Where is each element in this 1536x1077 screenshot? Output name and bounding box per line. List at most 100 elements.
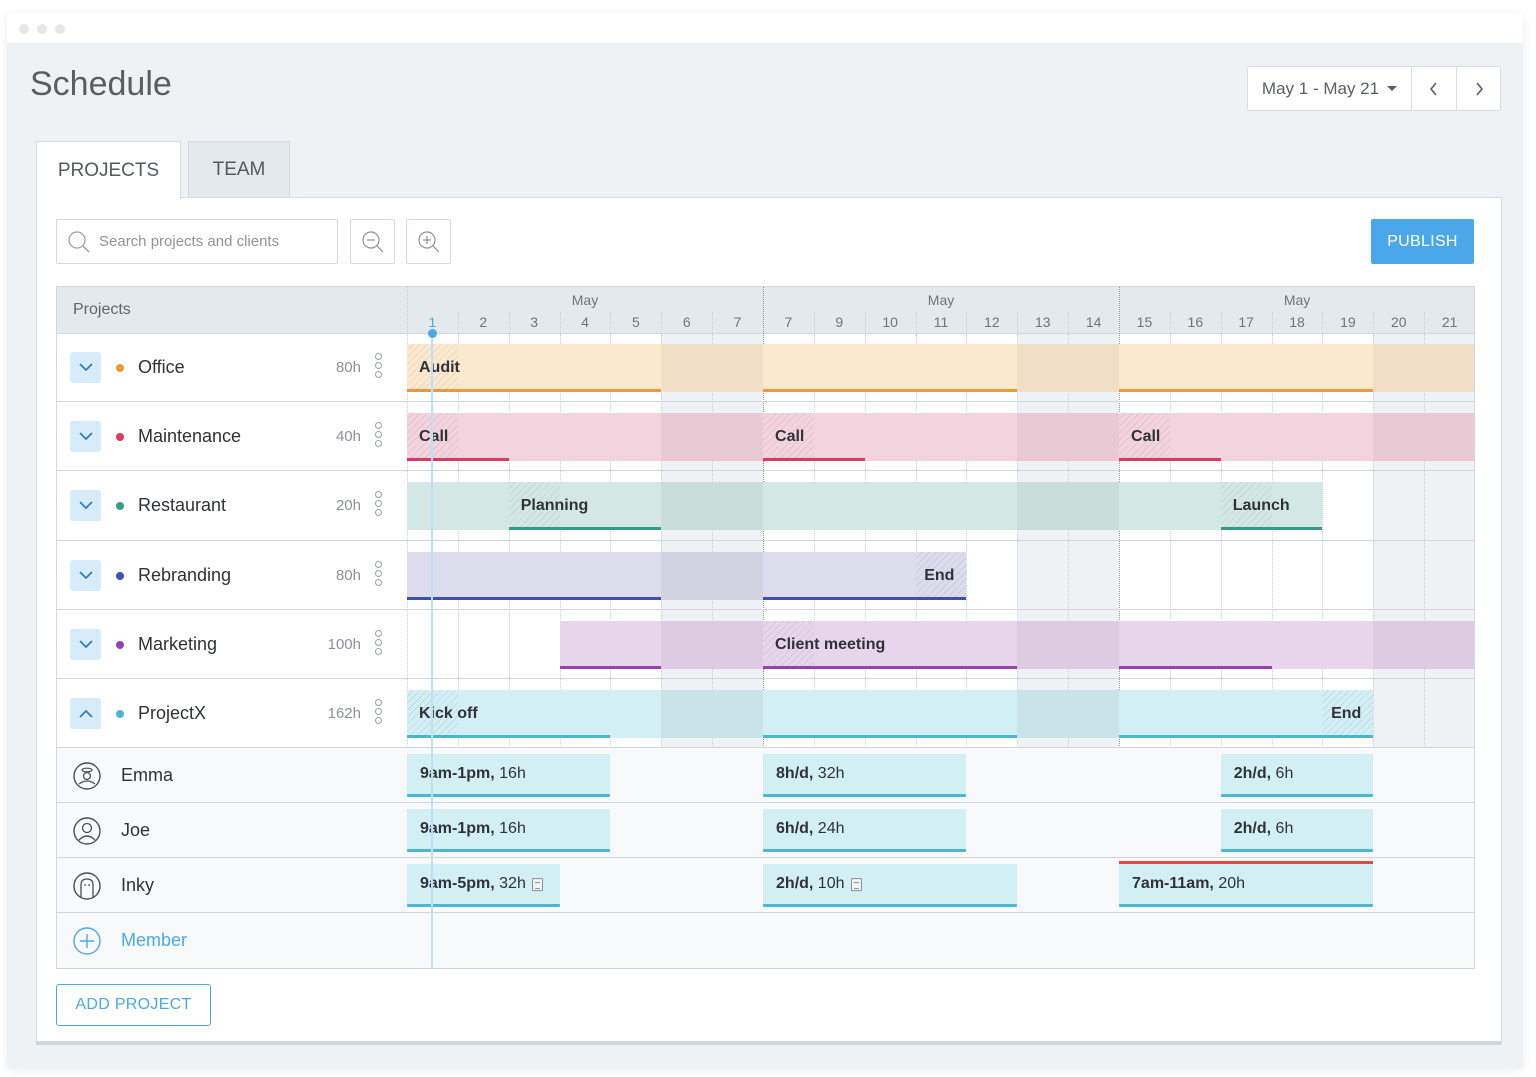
day-label[interactable]: 10 (882, 314, 898, 330)
project-name[interactable]: Restaurant (138, 495, 227, 515)
milestone-marker[interactable] (508, 482, 560, 530)
project-menu-button[interactable] (375, 560, 385, 586)
window-control-dot[interactable] (19, 24, 29, 34)
milestone-label: Kick off (419, 704, 478, 722)
project-menu-button[interactable] (375, 353, 385, 378)
milestone-marker[interactable] (763, 620, 815, 669)
expand-project-button[interactable] (70, 628, 101, 660)
day-label[interactable]: 4 (581, 314, 589, 330)
kebab-dot-icon (375, 371, 382, 378)
milestone-marker[interactable] (1119, 412, 1171, 461)
add-project-button[interactable]: ADD PROJECT (56, 984, 211, 1026)
expand-project-button[interactable] (70, 352, 101, 383)
column-divider (407, 287, 408, 968)
assignment-block[interactable]: 2h/d, 10h (763, 863, 1018, 907)
day-label[interactable]: 12 (984, 314, 1000, 330)
day-label[interactable]: 11 (933, 314, 949, 330)
project-name[interactable]: Maintenance (138, 425, 242, 446)
project-timeline-bar[interactable]: Client meeting (559, 620, 1474, 669)
day-label[interactable]: 14 (1085, 314, 1102, 330)
assignment-block[interactable]: 2h/d, 6h (1220, 808, 1374, 852)
date-range-picker: May 1 - May 21 (1247, 66, 1501, 111)
day-label[interactable]: 7 (784, 314, 793, 330)
day-label[interactable]: 20 (1390, 314, 1407, 330)
day-label[interactable]: 18 (1289, 314, 1305, 330)
assignment-block[interactable]: 6h/d, 24h (763, 808, 967, 852)
assignment-block[interactable]: 2h/d, 6h (1220, 753, 1374, 797)
progress-underline (407, 734, 611, 738)
day-label[interactable]: 3 (530, 314, 539, 330)
member-name[interactable]: Joe (121, 819, 151, 840)
note-icon[interactable] (850, 877, 862, 891)
project-timeline-bar[interactable]: Call Call Call (407, 412, 1474, 461)
day-label[interactable]: 13 (1034, 314, 1051, 330)
assignment-block[interactable]: 9am-1pm, 16h (407, 753, 611, 797)
project-menu-button[interactable] (375, 698, 385, 724)
zoom-in-button[interactable] (406, 219, 451, 264)
day-label[interactable]: 6 (682, 314, 691, 330)
weekend-shade (661, 412, 713, 461)
milestone-marker[interactable] (1220, 482, 1272, 530)
project-name[interactable]: Office (138, 357, 185, 377)
project-timeline-bar[interactable]: Audit (407, 344, 1474, 392)
assignment-underline (1220, 793, 1374, 797)
milestone-marker[interactable] (1322, 689, 1374, 738)
day-label[interactable]: 2 (479, 314, 488, 330)
day-label[interactable]: 1 (428, 314, 437, 330)
window-control-dot[interactable] (55, 24, 65, 34)
tab-projects[interactable]: PROJECTS (36, 141, 181, 199)
day-label[interactable]: 19 (1340, 314, 1356, 330)
expand-project-button[interactable] (70, 490, 101, 521)
assignment-underline (763, 848, 967, 852)
project-name[interactable]: Rebranding (138, 564, 232, 585)
project-timeline-bar[interactable]: Kick off End (407, 689, 1374, 738)
assignment-block[interactable]: 9am-5pm, 32h (407, 863, 560, 907)
search-input[interactable] (99, 233, 319, 250)
day-label[interactable]: 21 (1441, 314, 1458, 330)
day-label[interactable]: 17 (1238, 314, 1254, 330)
header-column-divider (559, 312, 561, 334)
window-control-dot[interactable] (37, 24, 47, 34)
expand-project-button[interactable] (70, 559, 101, 591)
day-label[interactable]: 9 (835, 314, 844, 330)
project-name[interactable]: Marketing (138, 633, 218, 654)
note-icon[interactable] (531, 877, 543, 891)
assignment-underline (763, 903, 1018, 907)
day-label[interactable]: 15 (1136, 314, 1153, 330)
header-column-divider (1424, 312, 1426, 334)
member-name[interactable]: Inky (121, 874, 155, 895)
date-range-dropdown[interactable]: May 1 - May 21 (1248, 67, 1412, 110)
milestone-marker[interactable] (915, 551, 967, 600)
assignment-text: 9am-1pm, 16h (420, 765, 526, 783)
search-box[interactable] (56, 219, 338, 264)
milestone-marker[interactable] (763, 412, 815, 461)
publish-button[interactable]: PUBLISH (1371, 219, 1474, 264)
header-column-divider (864, 312, 866, 334)
assignment-block[interactable]: 7am-11am, 20h (1119, 860, 1374, 907)
project-timeline-bar[interactable]: End (407, 551, 967, 600)
add-member-row[interactable]: Member (57, 913, 1474, 968)
assignment-block[interactable]: 8h/d, 32h (763, 753, 967, 797)
collapse-project-button[interactable] (70, 697, 101, 729)
next-period-button[interactable] (1456, 67, 1500, 110)
assignment-block[interactable]: 9am-1pm, 16h (407, 808, 611, 852)
project-timeline-bar[interactable]: Planning Launch (407, 482, 1323, 530)
day-label[interactable]: 7 (733, 314, 742, 330)
day-label[interactable]: 16 (1187, 314, 1204, 330)
project-name[interactable]: ProjectX (138, 702, 207, 723)
previous-period-button[interactable] (1412, 67, 1456, 110)
project-info: Office 80h (57, 334, 407, 401)
member-name[interactable]: Emma (121, 764, 174, 785)
milestone-label: Client meeting (775, 635, 886, 653)
expand-project-button[interactable] (70, 420, 101, 452)
project-color-dot (116, 364, 124, 372)
zoom-out-button[interactable] (350, 219, 395, 264)
day-label[interactable]: 5 (631, 314, 640, 330)
project-menu-button[interactable] (375, 421, 385, 447)
add-member-label[interactable]: Member (121, 929, 188, 950)
project-menu-button[interactable] (375, 491, 385, 516)
add-circle-icon[interactable] (72, 926, 102, 956)
assignment-schedule: 9am-5pm, (420, 875, 495, 893)
project-menu-button[interactable] (375, 629, 385, 655)
tab-team[interactable]: TEAM (188, 141, 290, 198)
